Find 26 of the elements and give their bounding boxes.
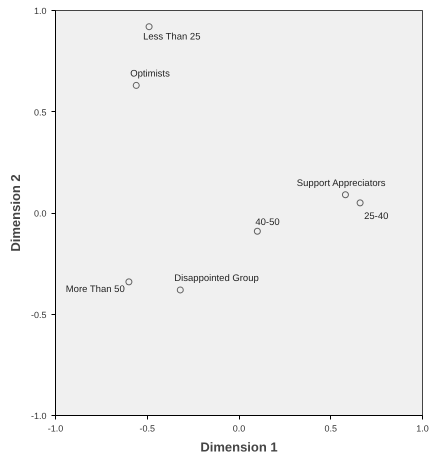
point bbox=[342, 191, 349, 198]
y-tick-label: 0.0 bbox=[34, 208, 47, 218]
x-tick-label: 0.5 bbox=[324, 424, 338, 434]
y-tick-label: 1.0 bbox=[34, 6, 47, 16]
annotation: More Than 50 bbox=[66, 284, 125, 295]
point bbox=[254, 228, 261, 235]
y-tick-label: -0.5 bbox=[30, 310, 47, 320]
point bbox=[132, 82, 140, 89]
y-tick-label: -1.0 bbox=[30, 411, 47, 421]
point bbox=[125, 278, 132, 286]
x-tick-label: -0.5 bbox=[139, 424, 156, 434]
x-tick-label: -1.0 bbox=[48, 424, 64, 434]
y-axis-title: Dimension 2 bbox=[8, 174, 23, 252]
annotation: Less Than 25 bbox=[143, 32, 200, 43]
x-axis-title: Dimension 1 bbox=[200, 440, 278, 454]
annotation: 25-40 bbox=[364, 210, 388, 222]
point bbox=[146, 23, 153, 30]
y-tick-label: 0.5 bbox=[34, 107, 47, 118]
x-tick-label: 0.0 bbox=[232, 424, 246, 434]
annotation: Support Appreciators bbox=[296, 178, 386, 189]
point bbox=[176, 286, 184, 294]
point bbox=[356, 199, 364, 206]
annotation: 40-50 bbox=[255, 217, 280, 228]
x-tick-label: 1.0 bbox=[416, 424, 429, 434]
annotation: Optimists bbox=[130, 68, 170, 80]
annotation: Disappointed Group bbox=[174, 272, 259, 284]
